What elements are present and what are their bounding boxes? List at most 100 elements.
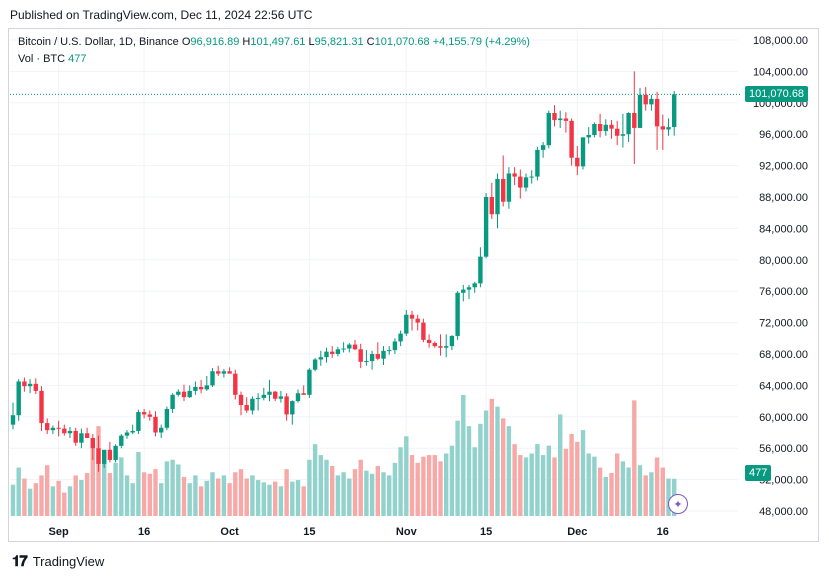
volume-bar: [364, 470, 369, 516]
candle-body: [193, 386, 198, 391]
volume-bar: [136, 451, 141, 516]
y-tick-label: 48,000.00: [759, 506, 808, 518]
candle-body: [626, 113, 631, 135]
volume-bar: [176, 464, 181, 516]
candle-body: [381, 350, 386, 359]
volume-bar: [461, 394, 466, 516]
candle-body: [67, 430, 73, 434]
volume-bar: [569, 433, 574, 516]
y-tick-label: 64,000.00: [759, 380, 808, 392]
candle-body: [273, 391, 278, 399]
candle-body: [267, 391, 272, 395]
volume-bar: [341, 472, 346, 516]
open-value: 96,916.89: [190, 36, 240, 48]
candle-body: [392, 341, 398, 351]
volume-bar: [50, 486, 56, 516]
candle-body: [495, 178, 500, 215]
y-tick-label: 84,000.00: [759, 223, 808, 235]
candle-body: [569, 120, 574, 158]
candle-body: [398, 333, 403, 342]
candle-body: [358, 349, 363, 362]
volume-bar: [489, 398, 494, 516]
volume-bar: [592, 456, 597, 516]
volume-bar: [153, 469, 158, 516]
x-tick-label: Nov: [396, 526, 418, 538]
candle-body: [244, 405, 249, 411]
volume-bar: [141, 472, 147, 516]
candle-body: [409, 314, 415, 319]
candle-body: [415, 318, 420, 323]
chart-frame: [8, 28, 819, 542]
volume-bar: [335, 475, 341, 516]
candle-body: [113, 445, 118, 460]
candle-body: [654, 98, 660, 127]
volume-legend: Vol · BTC 477: [18, 53, 87, 65]
candle-body: [261, 394, 266, 398]
volume-bar: [615, 453, 620, 516]
volume-bar: [318, 455, 323, 516]
volume-bar: [159, 483, 164, 516]
volume-bar: [392, 462, 398, 516]
candle-body: [518, 176, 523, 188]
candle-body: [421, 322, 426, 340]
candle-body: [643, 94, 648, 105]
candle-body: [56, 427, 61, 429]
volume-bar: [204, 480, 209, 516]
volume-bar: [22, 478, 27, 516]
volume-bar: [432, 455, 437, 516]
volume-bar: [563, 448, 569, 516]
candle-body: [558, 118, 563, 121]
volume-bar: [147, 473, 152, 516]
y-tick-label: 88,000.00: [759, 192, 808, 204]
candle-body: [176, 391, 181, 395]
candle-body: [62, 428, 67, 434]
volume-bar: [626, 467, 631, 516]
candle-body: [506, 173, 512, 202]
volume-bar: [62, 492, 67, 516]
volume-bar: [90, 439, 95, 516]
y-tick-label: 92,000.00: [759, 161, 808, 173]
candle-body: [238, 394, 244, 406]
volume-bar: [649, 472, 654, 516]
candle-body: [563, 118, 569, 121]
volume-bar: [529, 453, 534, 516]
volume-bar: [227, 483, 232, 516]
x-tick-label: 16: [657, 526, 669, 538]
candle-body: [615, 128, 620, 136]
candle-body: [637, 94, 643, 128]
sparkle-icon[interactable]: ✦: [668, 494, 688, 514]
volume-bar: [654, 457, 660, 516]
candle-body: [449, 335, 455, 347]
candle-body: [73, 430, 78, 443]
candle-body: [39, 390, 44, 424]
volume-bar: [187, 483, 192, 516]
volume-bar: [580, 430, 586, 516]
volume-bar: [483, 410, 489, 516]
y-tick-label: 60,000.00: [759, 412, 808, 424]
volume-bar: [193, 475, 198, 516]
candle-body: [164, 408, 170, 428]
volume-bar: [130, 483, 135, 516]
x-tick-label: 16: [138, 526, 150, 538]
volume-bar: [438, 461, 443, 516]
candle-body: [438, 346, 443, 348]
tradingview-logo-icon: 𝟏𝟕: [12, 553, 28, 570]
high-value: 101,497.61: [250, 36, 306, 48]
brand-label: TradingView: [32, 554, 105, 569]
volume-bar: [449, 445, 455, 516]
candle-body: [130, 430, 135, 433]
volume-bar: [575, 441, 580, 516]
volume-bar: [426, 455, 432, 516]
candle-body: [33, 383, 38, 391]
candle-body: [50, 427, 56, 431]
volume-bar: [290, 481, 295, 516]
candle-body: [335, 349, 341, 354]
volume-bar: [216, 478, 221, 516]
candle-body: [501, 178, 506, 202]
candle-body: [250, 398, 255, 411]
volume-bar: [666, 478, 671, 516]
ohlc-legend: Bitcoin / U.S. Dollar, 1D, Binance O96,9…: [18, 36, 530, 48]
candle-body: [181, 391, 187, 398]
volume-bar: [444, 453, 449, 516]
